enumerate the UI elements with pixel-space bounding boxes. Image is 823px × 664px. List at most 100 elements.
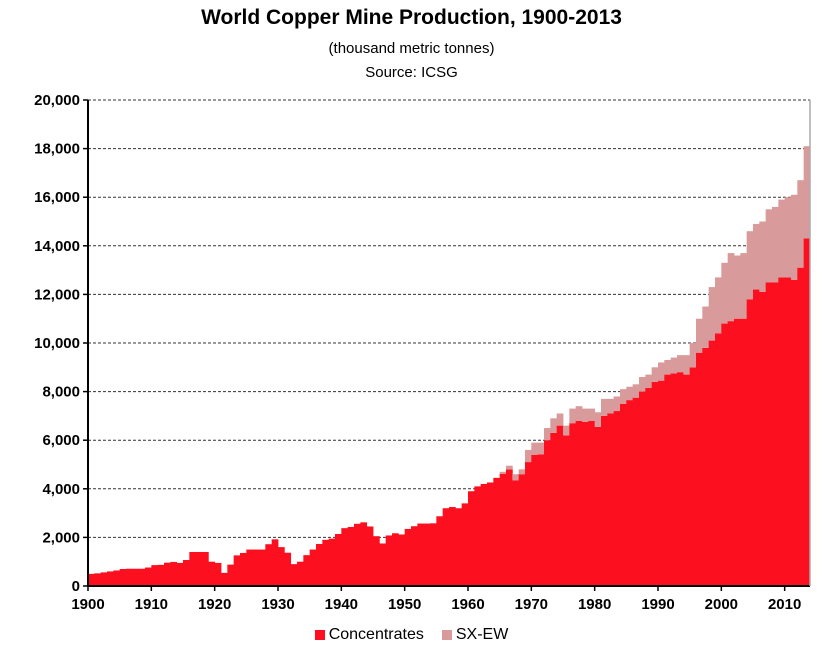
bar-concentrates <box>164 562 171 586</box>
y-tick-label: 18,000 <box>34 141 80 158</box>
bar-concentrates <box>423 523 431 586</box>
bar-concentrates <box>303 555 311 586</box>
bar-sx-ew <box>746 231 754 300</box>
x-tick-label: 1980 <box>578 596 611 613</box>
bar-concentrates <box>354 523 361 586</box>
bar-concentrates <box>373 536 380 586</box>
bar-concentrates <box>417 523 425 586</box>
bar-concentrates <box>195 551 203 586</box>
bar-concentrates <box>702 347 710 586</box>
bar-concentrates <box>544 440 551 586</box>
bar-concentrates <box>620 403 627 586</box>
legend-label-concentrates: Concentrates <box>328 626 424 643</box>
y-tick-label: 4,000 <box>42 481 80 498</box>
bar-sx-ew <box>797 180 805 268</box>
bar-concentrates <box>563 435 570 586</box>
bar-concentrates <box>487 482 494 586</box>
bar-concentrates <box>271 539 279 586</box>
bar-concentrates <box>537 454 545 586</box>
bar-concentrates <box>556 425 564 586</box>
bar-sx-ew <box>791 194 798 280</box>
bar-concentrates <box>664 374 672 586</box>
bar-concentrates <box>366 526 374 586</box>
bar-sx-ew <box>594 412 602 427</box>
bar-concentrates <box>183 559 190 586</box>
x-tick-label: 2010 <box>768 596 801 613</box>
bar-sx-ew <box>645 374 653 388</box>
bar-concentrates <box>582 421 589 586</box>
bar-concentrates <box>170 561 178 586</box>
bar-concentrates <box>461 503 469 586</box>
bar-concentrates <box>265 544 273 586</box>
bar-sx-ew <box>784 197 792 278</box>
bar-concentrates <box>259 549 266 586</box>
bar-sx-ew <box>708 287 716 341</box>
bar-sx-ew <box>544 428 551 441</box>
bar-sx-ew <box>639 377 646 392</box>
bar-concentrates <box>639 391 646 586</box>
bar-sx-ew <box>632 384 640 398</box>
bar-sx-ew <box>550 418 558 433</box>
bar-concentrates <box>126 568 133 586</box>
chart-title: World Copper Mine Production, 1900-2013 <box>201 6 622 29</box>
bar-concentrates <box>145 567 152 586</box>
x-tick-label: 1920 <box>198 596 231 613</box>
bar-concentrates <box>208 561 216 586</box>
y-tick-label: 0 <box>72 578 80 595</box>
bar-concentrates <box>227 564 235 586</box>
bar-sx-ew <box>531 442 539 455</box>
y-tick-label: 16,000 <box>34 189 80 206</box>
bar-concentrates <box>157 564 165 586</box>
bar-concentrates <box>316 543 323 586</box>
bar-sx-ew <box>721 262 729 324</box>
bar-sx-ew <box>740 253 748 319</box>
bar-concentrates <box>385 535 393 586</box>
bar-concentrates <box>613 411 621 586</box>
bar-concentrates <box>442 508 450 586</box>
bar-concentrates <box>252 549 260 586</box>
x-tick-label: 1930 <box>261 596 294 613</box>
bar-concentrates <box>791 279 798 586</box>
bar-concentrates <box>113 570 121 586</box>
y-tick-label: 6,000 <box>42 432 80 449</box>
bar-concentrates <box>499 473 507 586</box>
bar-concentrates <box>588 420 596 586</box>
bar-concentrates <box>797 267 805 586</box>
chart-subtitle: (thousand metric tonnes) <box>328 40 495 57</box>
bar-sx-ew <box>759 221 767 292</box>
bar-concentrates <box>202 551 209 586</box>
bar-sx-ew <box>582 408 589 422</box>
bar-sx-ew <box>506 465 513 470</box>
bar-sx-ew <box>575 406 583 421</box>
legend: Concentrates SX-EW <box>0 626 823 644</box>
legend-swatch-sx-ew <box>441 630 452 640</box>
bar-concentrates <box>392 533 399 586</box>
bar-concentrates <box>119 568 127 586</box>
bar-concentrates <box>626 400 634 586</box>
bar-concentrates <box>347 526 355 586</box>
bar-sx-ew <box>727 253 735 322</box>
bar-sx-ew <box>613 396 621 412</box>
bar-concentrates <box>734 318 741 586</box>
legend-item-sx-ew: SX-EW <box>441 626 508 644</box>
y-tick-label: 20,000 <box>34 92 80 109</box>
bar-sx-ew <box>696 318 703 353</box>
bar-concentrates <box>784 277 792 586</box>
bar-sx-ew <box>556 413 564 426</box>
bar-sx-ew <box>651 367 659 382</box>
bar-concentrates <box>88 573 95 586</box>
x-tick-label: 1910 <box>135 596 168 613</box>
bar-concentrates <box>430 523 437 586</box>
bar-sx-ew <box>734 255 741 319</box>
bar-concentrates <box>506 469 513 586</box>
bar-concentrates <box>715 333 722 586</box>
bar-concentrates <box>493 477 501 586</box>
bar-concentrates <box>360 522 368 586</box>
y-tick-label: 12,000 <box>34 286 80 303</box>
bar-sx-ew <box>689 343 697 368</box>
bar-concentrates <box>436 516 444 586</box>
bar-concentrates <box>233 555 241 586</box>
bar-concentrates <box>138 568 146 586</box>
bar-concentrates <box>518 474 526 586</box>
bar-sx-ew <box>803 146 811 239</box>
